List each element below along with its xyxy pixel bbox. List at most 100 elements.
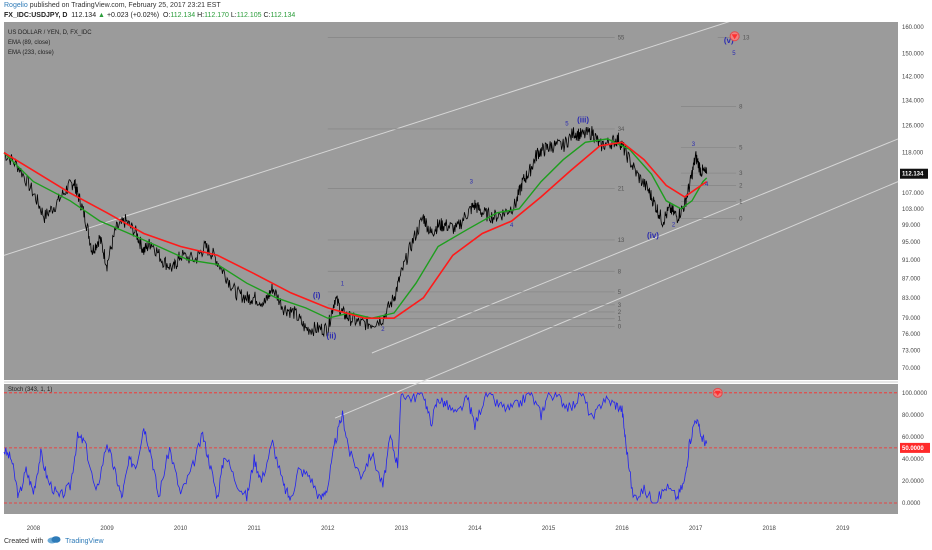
- fib-label: 5: [739, 145, 743, 151]
- fib-label: 0: [618, 325, 622, 331]
- price-tick-label: 142.000: [902, 74, 924, 80]
- x-tick-label: 2009: [100, 526, 114, 532]
- price-tick-label: 160.000: [902, 25, 924, 31]
- wave-label: 1: [341, 282, 345, 288]
- ema89-legend: EMA (89, close): [8, 40, 50, 46]
- wave-label: 4: [510, 223, 514, 229]
- last-price-tag: [900, 168, 928, 179]
- wave-label: 5: [565, 122, 569, 128]
- fib-label: 2: [739, 183, 743, 189]
- tradingview-logo-icon: [47, 536, 61, 546]
- close-value: 112.134: [270, 12, 296, 19]
- channel-line: [371, 138, 899, 354]
- open-label: O:: [162, 12, 171, 19]
- ema233-legend: EMA (233, close): [8, 50, 54, 56]
- wave-label: (ii): [327, 331, 337, 340]
- wave-label: (v): [724, 36, 734, 45]
- last-price-text: 112.134: [71, 12, 97, 19]
- high-value: 112.170: [204, 12, 229, 19]
- publish-info: published on TradingView.com, February 2…: [29, 2, 221, 9]
- high-label: H:: [197, 12, 205, 19]
- ema89-line: [3, 138, 708, 319]
- price-tick-label: 118.000: [902, 151, 924, 157]
- wave-label: (i): [313, 291, 321, 300]
- wave-label: 3: [470, 180, 474, 186]
- channel-line: [334, 181, 899, 419]
- author-link[interactable]: Rogelio: [4, 2, 28, 9]
- symbol-label: FX_IDC:USDJPY, D: [4, 12, 68, 19]
- wave-label: 5: [732, 51, 736, 57]
- fib-label: 0: [739, 216, 743, 222]
- stoch-value-label: 50.0000: [902, 446, 924, 452]
- ema233-line: [3, 141, 708, 320]
- price-tick-label: 134.000: [902, 98, 924, 104]
- x-tick-label: 2018: [763, 526, 777, 532]
- price-tick-label: 70.000: [902, 366, 921, 372]
- wave-label: (iii): [577, 115, 589, 124]
- price-tick-label: 150.000: [902, 52, 924, 58]
- x-tick-label: 2010: [174, 526, 188, 532]
- fib-label: 5: [618, 290, 622, 296]
- stoch-tick-label: 40.0000: [902, 457, 924, 463]
- close-label: C:: [263, 12, 271, 19]
- chart-area[interactable]: 55 13834532102113853210(i)(ii)(iii)(iv)(v…: [0, 22, 932, 534]
- up-arrow-icon: ▲: [98, 12, 105, 19]
- price-tick-label: 79.000: [902, 316, 921, 322]
- stoch-sell-arrow-icon: [714, 390, 721, 396]
- price-tick-label: 76.000: [902, 332, 921, 338]
- fib-label: 2: [618, 310, 622, 316]
- last-price-label: 112.134: [902, 172, 924, 178]
- wave-label: 2: [381, 327, 385, 333]
- fib-label: 13: [618, 238, 625, 244]
- stoch-pane-bg: [4, 384, 898, 514]
- price-tick-label: 99.000: [902, 223, 921, 229]
- wave-label: 3: [692, 142, 696, 148]
- price-tick-label: 126.000: [902, 124, 924, 130]
- x-tick-label: 2008: [27, 526, 41, 532]
- price-tick-label: 87.000: [902, 276, 921, 282]
- price-tick-label: 83.000: [902, 296, 921, 302]
- fib-label: 13: [743, 36, 750, 42]
- price-tick-label: 103.000: [902, 207, 924, 213]
- fib-label: 8: [739, 104, 743, 110]
- x-tick-label: 2019: [836, 526, 850, 532]
- stoch-value-tag: [900, 442, 930, 453]
- fib-label: 8: [618, 269, 622, 275]
- fib-label: 1: [618, 317, 622, 323]
- x-tick-label: 2016: [615, 526, 629, 532]
- stoch-tick-label: 100.0000: [902, 391, 928, 397]
- change-text: +0.023 (+0.02%): [106, 12, 160, 19]
- x-tick-label: 2017: [689, 526, 703, 532]
- price-tick-label: 95.000: [902, 240, 921, 246]
- stoch-tick-label: 0.0000: [902, 501, 921, 507]
- x-tick-label: 2011: [248, 526, 262, 532]
- fib-label: 21: [618, 186, 625, 192]
- open-value: 112.134: [170, 12, 196, 19]
- wave-label: 2: [672, 222, 676, 228]
- sell-arrow-icon: [731, 34, 738, 40]
- price-tick-label: 107.000: [902, 191, 924, 197]
- created-with-text: Created with: [4, 537, 44, 545]
- stoch-tick-label: 60.0000: [902, 435, 924, 441]
- low-value: 112.105: [236, 12, 262, 19]
- channel-line: [3, 22, 730, 256]
- x-tick-label: 2014: [468, 526, 482, 532]
- x-tick-label: 2013: [395, 526, 409, 532]
- price-tick-label: 73.000: [902, 349, 921, 355]
- fib-label: 55: [618, 36, 625, 42]
- wave-label: 4: [705, 182, 709, 188]
- ohlc-line: FX_IDC:USDJPY, D 112.134 ▲ +0.023 (+0.02…: [4, 12, 295, 19]
- tradingview-link[interactable]: TradingView: [65, 537, 104, 545]
- low-label: L:: [230, 12, 237, 19]
- x-tick-label: 2015: [542, 526, 556, 532]
- publish-line: Rogelio published on TradingView.com, Fe…: [4, 2, 221, 9]
- x-tick-label: 2012: [321, 526, 335, 532]
- price-tick-label: 91.000: [902, 258, 921, 264]
- footer: Created with TradingView: [4, 536, 104, 546]
- fib-label: 3: [618, 303, 622, 309]
- fib-label: 34: [618, 127, 625, 133]
- fib-label: 1: [739, 200, 743, 206]
- stoch-tick-label: 80.0000: [902, 413, 924, 419]
- fib-label: 3: [739, 171, 743, 177]
- wave-label: (iv): [647, 231, 659, 240]
